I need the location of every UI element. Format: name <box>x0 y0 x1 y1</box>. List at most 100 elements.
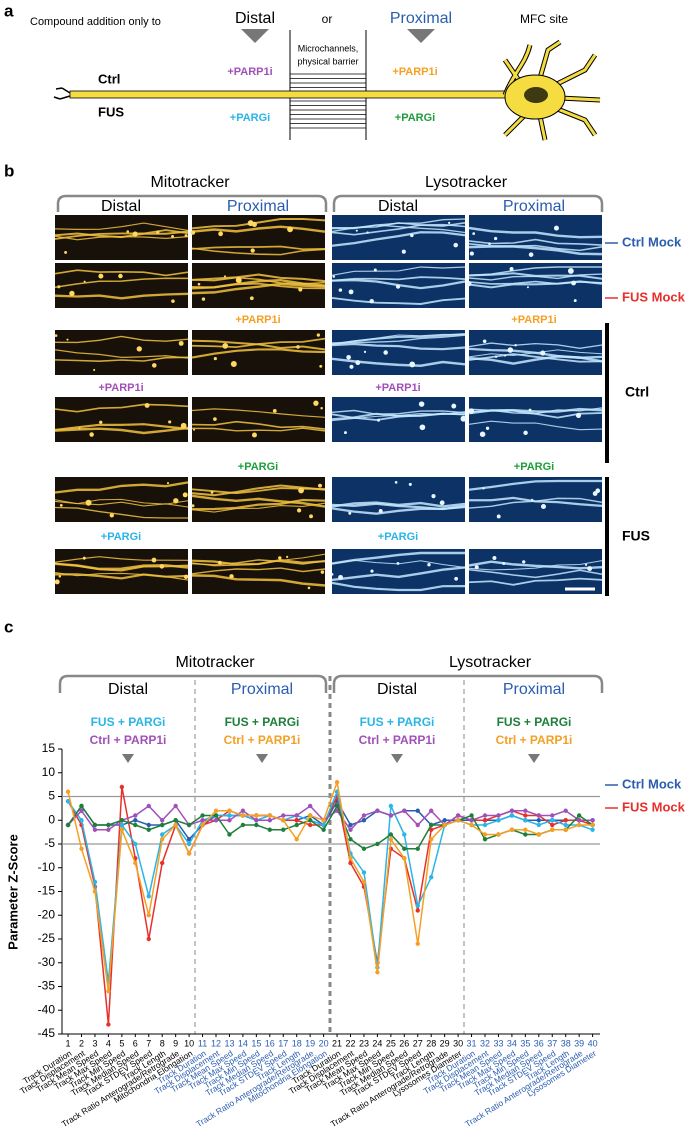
point <box>361 879 367 885</box>
point <box>173 803 178 809</box>
punctum <box>201 297 206 301</box>
treatment: +PARP1i <box>227 66 272 78</box>
punctum <box>567 267 574 274</box>
x-tick-label: 20 <box>319 1038 329 1048</box>
fiber <box>191 225 326 233</box>
column-title: Proximal <box>227 198 289 215</box>
point <box>119 827 125 832</box>
punctum <box>378 509 383 514</box>
region-title: Distal <box>377 681 417 698</box>
point <box>361 818 367 823</box>
bracket <box>58 674 328 693</box>
punctum <box>313 400 319 406</box>
nucleus <box>524 87 548 103</box>
point <box>563 822 568 828</box>
fiber <box>191 282 326 295</box>
fiber <box>54 292 189 300</box>
punctum <box>504 354 507 357</box>
fiber <box>54 229 189 240</box>
panel-label: a <box>4 1 14 20</box>
x-tick-label: 10 <box>184 1038 194 1048</box>
punctum <box>482 339 487 344</box>
fiber <box>54 356 189 362</box>
fiber <box>54 222 189 231</box>
point <box>267 813 273 818</box>
punctum <box>348 289 354 295</box>
group-title: Lysotracker <box>425 174 508 191</box>
punctum <box>485 426 490 431</box>
group-label: FUS <box>622 528 650 544</box>
point <box>307 813 313 818</box>
arrow <box>407 29 435 43</box>
point <box>509 808 515 813</box>
bracket <box>332 194 604 212</box>
point <box>348 856 353 861</box>
punctum <box>132 231 138 237</box>
point <box>106 989 111 994</box>
x-tick-label: 39 <box>574 1038 584 1048</box>
point <box>429 808 434 813</box>
fiber <box>54 506 188 519</box>
point <box>496 813 501 818</box>
punctum <box>394 480 398 484</box>
fiber <box>191 408 326 418</box>
point <box>133 822 138 828</box>
point <box>402 846 407 851</box>
punctum <box>514 344 517 347</box>
point <box>415 941 420 946</box>
punctum <box>109 513 114 518</box>
x-tick-label: 4 <box>106 1038 111 1048</box>
punctum <box>496 514 501 519</box>
point <box>523 813 528 818</box>
treatment: +PARGi <box>238 461 278 473</box>
punctum <box>89 432 94 437</box>
fiber <box>54 269 189 277</box>
point <box>133 813 138 818</box>
x-tick-label: 6 <box>133 1038 138 1048</box>
point <box>563 818 568 823</box>
fiber <box>331 581 466 592</box>
fiber <box>54 349 189 359</box>
punctum <box>229 574 234 579</box>
column-title: Proximal <box>503 198 565 215</box>
point <box>375 808 380 813</box>
fiber <box>191 498 326 511</box>
fiber <box>54 572 189 581</box>
punctum <box>230 361 237 367</box>
punctum <box>298 287 303 292</box>
punctum <box>468 408 475 414</box>
point <box>307 822 313 828</box>
punctum <box>222 343 229 349</box>
y-tick-label: -35 <box>38 979 56 993</box>
punctum <box>64 250 68 254</box>
point <box>415 908 420 913</box>
punctum <box>136 346 142 352</box>
fiber <box>191 339 326 351</box>
punctum <box>419 424 426 431</box>
dendrites <box>503 40 601 141</box>
point <box>307 818 313 823</box>
punctum <box>418 401 425 407</box>
x-tick-label: 17 <box>278 1038 288 1048</box>
micrograph <box>332 215 465 260</box>
punctum <box>171 235 175 238</box>
point <box>482 832 488 837</box>
punctum <box>363 350 367 354</box>
region-title: Distal <box>108 681 148 698</box>
treatment: +PARP1i <box>375 382 420 394</box>
y-tick-label: 0 <box>48 812 55 826</box>
micrograph <box>332 477 465 522</box>
point <box>361 870 367 875</box>
point <box>200 818 205 823</box>
x-tick-label: 37 <box>547 1038 557 1048</box>
mock-label: Ctrl Mock <box>622 234 682 249</box>
fiber <box>468 342 603 349</box>
fiber <box>331 222 466 236</box>
punctum <box>93 368 96 371</box>
point <box>146 803 151 809</box>
punctum <box>192 428 196 431</box>
point <box>536 813 542 818</box>
point <box>590 822 595 828</box>
y-tick-label: -30 <box>38 955 56 969</box>
punctum <box>82 556 86 560</box>
